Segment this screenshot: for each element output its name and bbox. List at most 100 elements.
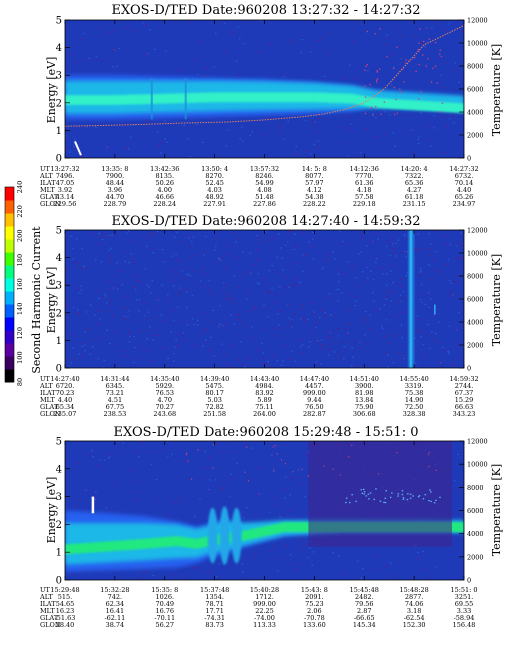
noise-pixel [304, 320, 307, 323]
table-cell: 4984. [255, 382, 274, 390]
noise-pixel [360, 577, 363, 579]
noise-pixel [394, 145, 396, 147]
noise-pixel [65, 297, 67, 300]
noise-pixel [392, 281, 394, 284]
temperature-point [417, 49, 419, 51]
noise-pixel [385, 295, 388, 297]
table-cell: 61.36 [355, 179, 374, 187]
noise-pixel [128, 331, 130, 334]
noise-pixel [273, 327, 276, 329]
noise-pixel [208, 488, 211, 491]
upper-feature-point [407, 493, 409, 495]
noise-pixel [108, 257, 111, 259]
noise-pixel [254, 306, 256, 308]
noise-pixel [207, 349, 210, 351]
noise-pixel [268, 269, 271, 272]
noise-pixel [138, 577, 141, 579]
scatter-point [435, 469, 437, 471]
noise-pixel [70, 235, 73, 237]
noise-pixel [124, 318, 126, 320]
noise-pixel [138, 299, 141, 301]
upper-feature-point [401, 493, 404, 496]
noise-pixel [393, 575, 396, 577]
noise-pixel [270, 42, 273, 45]
table-cell: 2.87 [357, 607, 371, 615]
noise-pixel [263, 307, 266, 309]
noise-pixel [359, 347, 362, 349]
noise-pixel [209, 116, 212, 118]
noise-pixel [188, 245, 190, 247]
noise-pixel [360, 251, 363, 253]
noise-pixel [385, 284, 388, 286]
temperature-point [369, 83, 371, 86]
noise-pixel [262, 357, 264, 359]
noise-pixel [387, 240, 389, 242]
noise-pixel [192, 567, 195, 569]
noise-pixel [214, 479, 217, 481]
noise-pixel [157, 299, 159, 301]
noise-pixel [265, 284, 268, 286]
noise-pixel [256, 494, 259, 496]
noise-pixel [348, 322, 350, 325]
noise-pixel [66, 268, 68, 270]
noise-pixel [302, 352, 304, 354]
noise-pixel [300, 318, 302, 320]
table-cell: 15:40:28 [250, 586, 279, 594]
noise-pixel [308, 346, 310, 348]
table-cell: 75.23 [305, 600, 324, 608]
noise-pixel [369, 314, 371, 316]
noise-pixel [271, 550, 273, 552]
noise-pixel [230, 297, 232, 299]
noise-pixel [229, 32, 232, 34]
noise-pixel [149, 120, 151, 122]
table-cell: 8270. [205, 172, 224, 180]
energy-tick-label: 1 [56, 548, 62, 559]
table-cell: 22.25 [255, 607, 274, 615]
table-cell: 8135. [155, 172, 174, 180]
noise-pixel [461, 30, 464, 32]
noise-pixel [218, 258, 221, 260]
noise-pixel [251, 447, 254, 449]
noise-pixel [453, 480, 456, 482]
noise-pixel [432, 20, 435, 22]
noise-pixel [306, 453, 309, 455]
colorbar-tick-label: 240 [16, 181, 24, 193]
noise-pixel [328, 34, 331, 36]
noise-pixel [75, 61, 77, 63]
temperature-point [371, 106, 373, 109]
noise-pixel [327, 297, 329, 299]
table-cell: 4457. [305, 382, 324, 390]
noise-pixel [294, 568, 296, 570]
scatter-point [212, 467, 214, 469]
table-cell: 14:51:40 [350, 375, 379, 383]
noise-pixel [144, 24, 146, 26]
noise-pixel [406, 238, 409, 240]
table-row-label: GLON [40, 200, 61, 208]
upper-feature-point [429, 489, 431, 491]
noise-pixel [420, 301, 423, 303]
noise-pixel [370, 270, 372, 272]
upper-feature-point [373, 498, 375, 501]
noise-pixel [403, 235, 406, 237]
noise-pixel [427, 263, 430, 265]
table-cell: 4.08 [257, 186, 271, 194]
upper-feature-point [435, 499, 437, 502]
noise-pixel [286, 544, 288, 546]
noise-pixel [391, 243, 394, 245]
noise-pixel [133, 262, 136, 265]
temperature-point [427, 58, 429, 60]
noise-pixel [290, 318, 293, 320]
table-cell: 13:27:32 [50, 165, 79, 173]
noise-pixel [243, 517, 245, 519]
upper-feature-point [385, 490, 387, 492]
noise-pixel [170, 277, 172, 279]
noise-pixel [410, 132, 412, 134]
noise-pixel [111, 509, 113, 512]
energy-tick-label: 5 [56, 437, 62, 448]
noise-pixel [403, 358, 406, 361]
noise-pixel [361, 319, 364, 321]
noise-pixel [384, 565, 387, 568]
noise-pixel [448, 325, 451, 327]
noise-pixel [359, 151, 362, 154]
noise-pixel [430, 278, 433, 280]
